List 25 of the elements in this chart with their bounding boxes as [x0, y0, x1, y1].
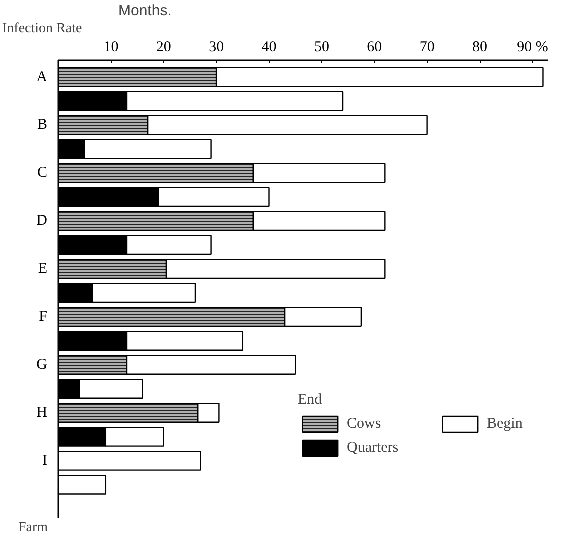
legend-label: Quarters	[347, 440, 399, 456]
x-tick-label: 30	[209, 40, 224, 56]
x-tick-label: 60	[367, 40, 382, 56]
legend-label: Cows	[347, 416, 382, 432]
x-tick-label: 40	[262, 40, 277, 56]
y-tick-label: I	[42, 452, 48, 469]
x-tick-label: 90 %	[517, 40, 548, 56]
y-tick-label: A	[36, 69, 48, 86]
y-tick-label: F	[39, 309, 48, 326]
legend-title: End	[298, 392, 324, 409]
x-tick-label: 70	[420, 40, 435, 56]
y-tick-label: E	[38, 261, 48, 278]
x-tick-label: 80	[472, 40, 488, 56]
x-tick-label: 50	[314, 40, 330, 56]
y-tick-label: B	[37, 117, 48, 134]
x-tick-label: 20	[156, 40, 172, 56]
chart-title: Months.	[118, 2, 172, 20]
y-tick-label: D	[36, 213, 48, 230]
y-tick-label: C	[37, 165, 48, 182]
y-axis-title: Farm	[18, 520, 48, 536]
y-tick-label: H	[36, 404, 48, 421]
y-tick-label: G	[36, 357, 48, 374]
x-axis-title: Infection Rate	[2, 22, 82, 36]
legend-label: Begin	[487, 416, 523, 432]
x-tick-label: 10	[104, 40, 119, 56]
